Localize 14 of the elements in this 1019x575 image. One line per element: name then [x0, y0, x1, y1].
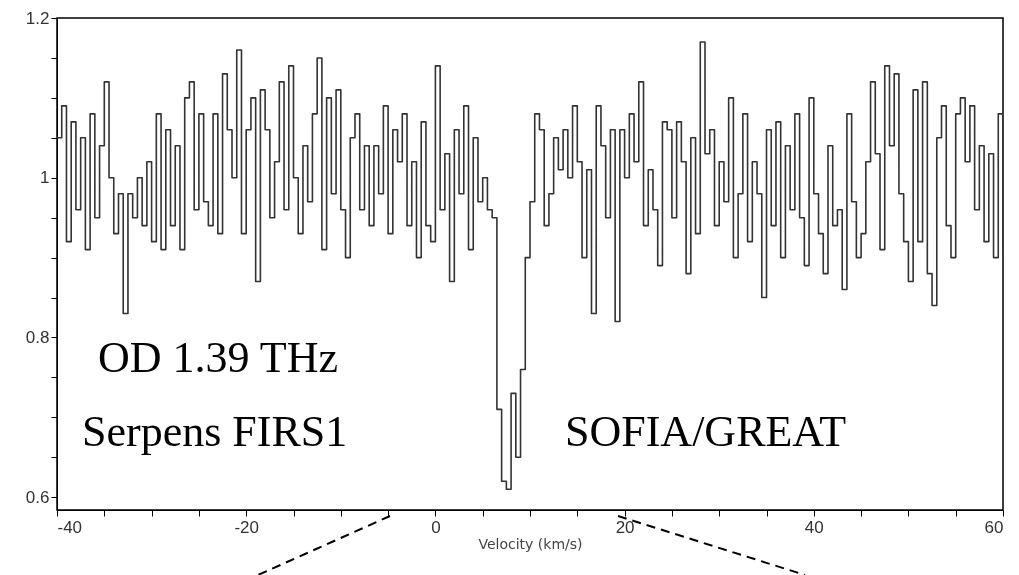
x-tick-label: -40 — [57, 517, 83, 537]
x-tick-label: 0 — [431, 517, 441, 537]
x-tick-label: -20 — [234, 517, 259, 537]
annotation: SOFIA/GREAT — [565, 407, 847, 456]
x-axis-title: Velocity (km/s) — [478, 535, 583, 552]
x-tick-label: 40 — [804, 517, 824, 537]
y-tick-label: 1.2 — [25, 8, 50, 28]
x-tick-label: 20 — [615, 517, 635, 537]
annotation: Serpens FIRS1 — [82, 407, 348, 456]
y-tick-label: 0.8 — [25, 327, 50, 347]
annotation: OD 1.39 THz — [98, 333, 338, 382]
x-tick-label: 60 — [984, 517, 1004, 537]
y-tick-label: 1 — [40, 168, 50, 188]
y-tick-label: 0.6 — [25, 487, 50, 507]
